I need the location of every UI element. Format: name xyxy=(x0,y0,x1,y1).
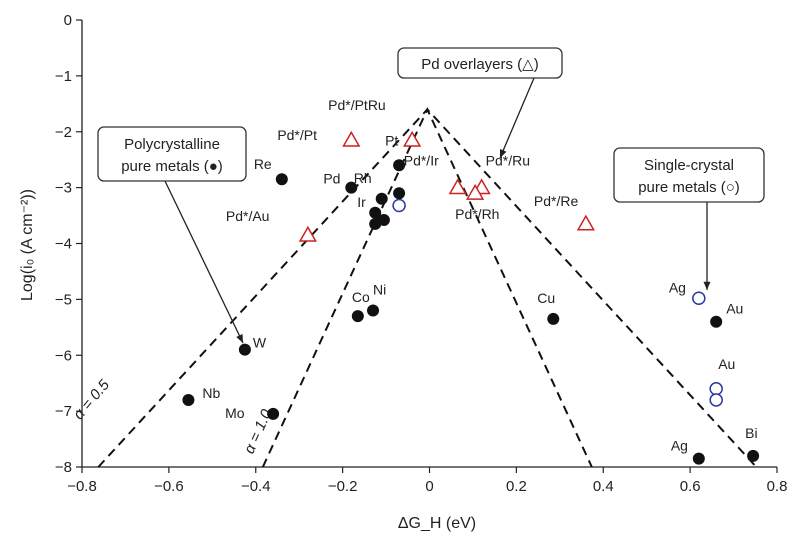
callout-polycrystalline-arrow-head xyxy=(236,334,243,343)
point-single-crystal xyxy=(709,393,723,407)
point-poly xyxy=(692,452,705,465)
x-tick-label: −0.6 xyxy=(154,478,184,495)
point-poly xyxy=(367,304,380,317)
point-label: Pd*/Rh xyxy=(455,206,499,222)
callout-pd-overlayers-text: Pd overlayers (△) xyxy=(421,56,538,73)
point-label: Ir xyxy=(357,194,366,210)
x-tick-label: 0.8 xyxy=(767,478,788,495)
x-tick-label: 0.2 xyxy=(506,478,527,495)
point-pd-overlayer xyxy=(448,178,467,195)
point-pd-overlayer xyxy=(403,130,422,147)
callout-pd-overlayers: Pd overlayers (△) xyxy=(397,47,563,79)
point-poly xyxy=(351,310,364,323)
y-tick-label: −6 xyxy=(55,347,72,364)
x-tick-label: −0.4 xyxy=(241,478,271,495)
point-single-crystal xyxy=(392,198,406,213)
point-label: Mo xyxy=(225,405,245,421)
volcano-curve-alpha-10 xyxy=(261,107,593,467)
point-poly xyxy=(547,312,560,325)
point-label: Pd*/Ru xyxy=(486,153,530,169)
point-poly xyxy=(747,449,760,462)
y-tick-label: −4 xyxy=(55,236,72,253)
point-poly xyxy=(377,214,390,227)
callout-single-crystal-line2: pure metals (○) xyxy=(638,179,740,196)
callout-polycrystalline: Polycrystalline pure metals (●) xyxy=(97,126,247,182)
point-pd-overlayer xyxy=(466,183,485,200)
point-label: Rh xyxy=(354,170,372,186)
point-poly xyxy=(238,343,251,356)
point-poly xyxy=(345,181,358,194)
callout-polycrystalline-line1: Polycrystalline xyxy=(124,136,220,153)
point-poly xyxy=(267,407,280,420)
point-label: Ag xyxy=(671,438,688,454)
point-label: Pd*/Ir xyxy=(404,153,439,169)
y-tick-label: −8 xyxy=(55,459,72,476)
point-label: Au xyxy=(726,301,743,317)
point-pd-overlayer xyxy=(298,225,317,242)
callout-pd-overlayers-arrow-head xyxy=(500,149,507,158)
point-label: Pd*/Pt xyxy=(277,127,317,143)
y-tick-label: −7 xyxy=(55,403,72,420)
point-poly xyxy=(182,393,195,406)
x-axis-title: ΔG_H (eV) xyxy=(398,515,476,532)
x-tick-label: −0.8 xyxy=(67,478,97,495)
point-poly xyxy=(275,173,288,186)
point-label: Pd*/Re xyxy=(534,193,579,209)
point-label: Pd xyxy=(323,171,340,187)
x-tick-label: 0.4 xyxy=(593,478,614,495)
point-poly xyxy=(369,206,382,219)
callout-single-crystal-box xyxy=(613,147,765,203)
point-label: Pd*/PtRu xyxy=(328,97,386,113)
point-pd-overlayer xyxy=(342,130,361,147)
y-tick-label: −2 xyxy=(55,124,72,141)
point-poly xyxy=(393,187,406,200)
x-tick-label: 0 xyxy=(425,478,433,495)
y-tick-label: −5 xyxy=(55,291,72,308)
callout-pd-overlayers-arrow-line xyxy=(499,77,535,159)
callout-polycrystalline-box xyxy=(97,126,247,182)
point-single-crystal xyxy=(692,291,706,306)
y-tick-label: −1 xyxy=(55,68,72,85)
point-poly xyxy=(393,159,406,172)
y-axis-title: Log(i₀ (A cm⁻²)) xyxy=(19,189,36,301)
y-tick-label: 0 xyxy=(64,12,72,29)
point-label: Re xyxy=(254,156,272,172)
point-label: Ag xyxy=(669,279,686,295)
callout-pd-overlayers-box xyxy=(397,47,563,79)
point-pd-overlayer xyxy=(576,214,595,231)
callout-single-crystal: Single-crystal pure metals (○) xyxy=(613,147,765,203)
point-label: Pd*/Au xyxy=(226,208,270,224)
point-label: Co xyxy=(352,289,370,305)
x-tick-label: 0.6 xyxy=(680,478,701,495)
point-label: Ni xyxy=(373,282,386,298)
point-label: W xyxy=(253,335,267,351)
y-tick-label: −3 xyxy=(55,180,72,197)
point-label: Au xyxy=(718,356,735,372)
point-single-crystal xyxy=(709,382,723,396)
point-label: Pt xyxy=(385,132,398,148)
curve-label-alpha-05: α = 0.5 xyxy=(70,376,113,423)
callout-single-crystal-line1: Single-crystal xyxy=(644,157,734,174)
point-label: Bi xyxy=(745,425,757,441)
callout-single-crystal-arrow-head xyxy=(703,281,711,290)
point-poly xyxy=(710,315,723,328)
x-tick-label: −0.2 xyxy=(328,478,358,495)
point-label: Cu xyxy=(537,290,555,306)
callout-polycrystalline-line2: pure metals (●) xyxy=(121,158,223,175)
point-label: Nb xyxy=(202,385,220,401)
callout-polycrystalline-arrow-line xyxy=(164,180,244,344)
point-poly xyxy=(375,192,388,205)
plot-area: −0.8 −0.6 −0.4 −0.2 0 0.2 0.4 0.6 0.8 0 −1 −2 −3 −4 −5… xyxy=(55,12,788,495)
